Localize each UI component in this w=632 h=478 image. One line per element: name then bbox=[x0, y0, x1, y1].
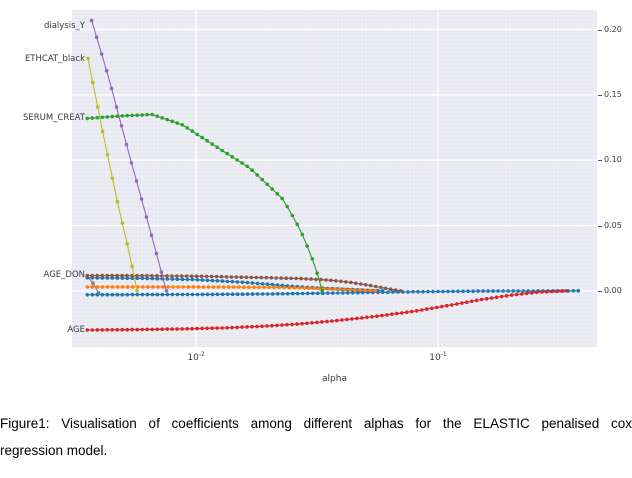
y-tick-label: 0.10 bbox=[604, 155, 622, 165]
x-axis-label: alpha bbox=[322, 374, 347, 384]
y-tick-mark bbox=[598, 290, 602, 292]
y-tick-mark bbox=[598, 94, 602, 96]
y-tick-mark bbox=[598, 29, 602, 31]
x-tick-exponent: -1 bbox=[440, 351, 447, 358]
plot-canvas bbox=[72, 10, 597, 347]
series-ETHCAT_black bbox=[86, 56, 139, 293]
series-label-AGE: AGE bbox=[67, 325, 85, 336]
series-label-SERUM_CREAT: SERUM_CREAT bbox=[22, 113, 85, 124]
plot-area bbox=[72, 10, 597, 347]
series-SERUM_CREAT bbox=[85, 112, 324, 293]
gridlines bbox=[72, 10, 597, 347]
figure-caption-line2: regression model. bbox=[0, 443, 108, 458]
series-label-AGE_DON: AGE_DON bbox=[43, 269, 85, 280]
x-tick-exponent: -2 bbox=[198, 351, 205, 358]
y-tick-mark bbox=[598, 160, 602, 162]
y-tick-label: 0.20 bbox=[604, 24, 622, 34]
x-tick-label: 10-1 bbox=[429, 351, 447, 363]
y-tick-mark bbox=[598, 225, 602, 227]
series-label-ETHCAT_black: ETHCAT_black bbox=[24, 54, 85, 65]
y-tick-label: 0.05 bbox=[604, 220, 622, 230]
x-tick-label: 10-2 bbox=[187, 351, 205, 363]
figure-caption-line1: Figure1: Visualisation of coefficients a… bbox=[0, 416, 632, 431]
y-tick-label: 0.00 bbox=[604, 285, 622, 295]
figure-caption: Figure1: Visualisation of coefficients a… bbox=[0, 410, 632, 464]
series-dialysis_Y bbox=[89, 18, 169, 293]
series-label-dialysis_Y: dialysis_Y bbox=[43, 21, 85, 32]
y-tick-label: 0.15 bbox=[604, 89, 622, 99]
series-AGE bbox=[85, 289, 569, 332]
